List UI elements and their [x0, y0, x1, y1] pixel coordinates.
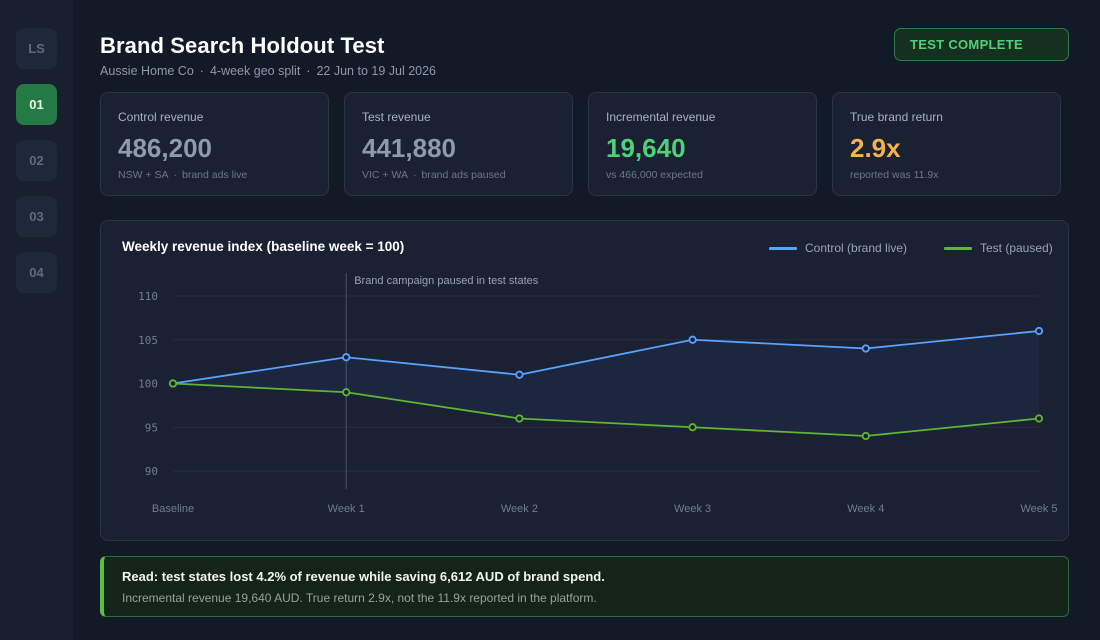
data-point-control — [515, 370, 524, 379]
sidebar-item-01[interactable]: 01 — [16, 84, 57, 125]
sidebar-item-02[interactable]: 02 — [16, 140, 57, 181]
data-point-test — [688, 423, 697, 432]
x-tick-label: Week 1 — [328, 503, 365, 515]
client-name: Aussie Home Co — [100, 64, 194, 78]
kpi-value: 486,200 — [118, 133, 212, 163]
sidebar-item-ls[interactable]: LS — [16, 28, 57, 69]
kpi-note-secondary: brand ads paused — [421, 169, 506, 181]
page-title: Brand Search Holdout Test — [100, 33, 385, 58]
sidebar-item-04[interactable]: 04 — [16, 252, 57, 293]
data-point-control — [688, 335, 697, 344]
y-tick-label: 110 — [138, 290, 158, 303]
legend-swatch — [769, 246, 797, 250]
x-tick-label: Week 4 — [847, 503, 884, 515]
kpi-note: vs 466,000 expected — [606, 169, 703, 181]
kpi-value: 19,640 — [606, 133, 686, 163]
legend-item-control: Control (brand live) — [769, 241, 907, 255]
kpi-label: True brand return — [850, 110, 943, 124]
callout-text: Incremental revenue 19,640 AUD. True ret… — [122, 591, 597, 605]
legend-swatch — [944, 246, 972, 250]
y-tick-label: 90 — [145, 465, 158, 478]
status-badge: TEST COMPLETE — [894, 28, 1069, 61]
data-point-control — [342, 353, 351, 362]
revenue-index-chart: Weekly revenue index (baseline week = 10… — [100, 220, 1069, 541]
data-point-test — [168, 379, 178, 388]
separator: · — [173, 169, 177, 181]
kpi-note: VIC + WA · brand ads paused — [362, 169, 506, 181]
kpi-card-control-revenue: Control revenue 486,200 NSW + SA · brand a… — [100, 92, 329, 196]
data-point-control — [1034, 326, 1044, 336]
kpi-value: 441,880 — [362, 133, 456, 163]
kpi-value: 2.9x — [850, 133, 901, 163]
x-tick-label: Week 2 — [501, 503, 538, 515]
series-line-control — [172, 330, 1040, 385]
test-design: 4-week geo split — [209, 64, 301, 78]
insight-callout: Read: test states lost 4.2% of revenue w… — [100, 556, 1069, 617]
separator: · — [306, 64, 311, 78]
x-tick-label: Baseline — [152, 503, 194, 515]
page-subtitle: Aussie Home Co · 4-week geo split · 22 Jun t… — [100, 64, 436, 78]
data-point-test — [515, 414, 524, 423]
legend-item-test: Test (paused) — [944, 241, 1053, 255]
kpi-label: Test revenue — [362, 110, 431, 124]
y-tick-label: 95 — [145, 421, 158, 434]
separator: · — [413, 169, 417, 181]
chart-title: Weekly revenue index (baseline week = 10… — [122, 239, 405, 254]
kpi-card-incremental-revenue: Incremental revenue 19,640 vs 466,000 ex… — [588, 92, 817, 196]
data-point-test — [861, 431, 870, 441]
annotation-label: Brand campaign paused in test states — [354, 275, 539, 287]
separator: · — [199, 64, 204, 78]
x-tick-label: Week 3 — [674, 503, 711, 515]
y-tick-label: 105 — [138, 334, 158, 347]
y-tick-label: 100 — [138, 378, 158, 391]
legend-label: Control (brand live) — [805, 241, 908, 255]
legend-label: Test (paused) — [980, 241, 1053, 255]
kpi-note-secondary: brand ads live — [181, 169, 248, 181]
data-point-control — [861, 344, 870, 353]
sidebar-item-03[interactable]: 03 — [16, 196, 57, 237]
kpi-note: NSW + SA · brand ads live — [118, 169, 247, 181]
kpi-card-true-brand-return: True brand return 2.9x reported was 11.9… — [832, 92, 1061, 196]
data-point-test — [1034, 414, 1044, 423]
sidebar: LS 01 02 03 04 — [0, 0, 73, 640]
kpi-card-test-revenue: Test revenue 441,880 VIC + WA · brand ads … — [344, 92, 573, 196]
kpi-label: Incremental revenue — [606, 110, 716, 124]
gap-area — [173, 331, 1039, 436]
x-tick-label: Week 5 — [1020, 503, 1057, 515]
kpi-note-primary: NSW + SA — [118, 169, 169, 181]
kpi-label: Control revenue — [118, 110, 204, 124]
kpi-note: reported was 11.9x — [850, 169, 939, 181]
series-line-test — [172, 382, 1040, 437]
kpi-note-primary: VIC + WA — [362, 169, 408, 181]
callout-title: Read: test states lost 4.2% of revenue w… — [122, 569, 605, 584]
data-point-test — [342, 388, 351, 397]
chart-plot: 110 105 100 95 90 Baseline Week 1 Week 2 Week 3 W… — [138, 273, 1058, 515]
test-dates: 22 Jun to 19 Jul 2026 — [316, 64, 437, 78]
